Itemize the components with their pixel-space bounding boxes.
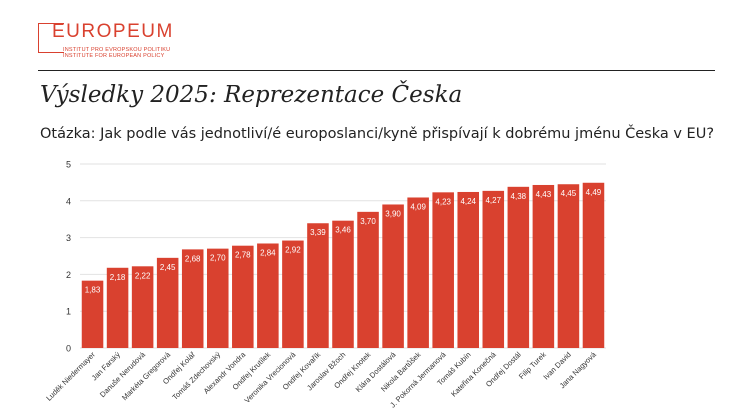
- data-label: 2,70: [210, 254, 226, 263]
- data-label: 4,24: [460, 197, 476, 206]
- data-label: 2,68: [185, 254, 201, 263]
- bar: [407, 197, 429, 348]
- y-tick-label: 5: [66, 160, 71, 170]
- data-label: 1,83: [85, 286, 101, 295]
- data-label: 3,39: [310, 228, 326, 237]
- bar: [181, 249, 204, 348]
- bar: [482, 190, 505, 348]
- survey-question: Otázka: Jak podle vás jednotliví/é europ…: [40, 126, 715, 142]
- y-tick-label: 4: [66, 196, 71, 206]
- data-label: 2,22: [135, 271, 151, 280]
- data-label: 4,43: [536, 190, 552, 199]
- bar: [156, 257, 179, 348]
- data-label: 4,27: [485, 196, 501, 205]
- bar: [232, 245, 254, 348]
- europeum-logo: EUROPEUM INSTITUT PRO EVROPSKOU POLITIKU…: [38, 21, 228, 61]
- logo-subtitle-en: INSTITUTE FOR EUROPEAN POLICY: [63, 53, 165, 59]
- bar: [557, 184, 580, 348]
- data-label: 2,84: [260, 248, 276, 257]
- header-divider: [38, 70, 715, 71]
- data-label: 3,70: [360, 217, 376, 226]
- y-tick-label: 3: [66, 233, 71, 243]
- data-label: 4,23: [435, 197, 451, 206]
- data-label: 4,38: [511, 192, 527, 201]
- bar: [432, 192, 454, 348]
- logo-bracket: [38, 23, 64, 53]
- data-label: 4,49: [586, 188, 602, 197]
- bar: [382, 204, 404, 348]
- data-label: 3,46: [335, 226, 351, 235]
- logo-subtitle-cz: INSTITUT PRO EVROPSKOU POLITIKU: [63, 47, 171, 53]
- y-tick-label: 1: [66, 307, 71, 317]
- bar: [507, 186, 530, 348]
- data-label: 4,09: [410, 202, 426, 211]
- bar: [81, 280, 104, 348]
- bar: [457, 191, 480, 348]
- bar: [332, 220, 354, 348]
- data-label: 3,90: [385, 209, 401, 218]
- logo-name: EUROPEUM: [52, 21, 174, 42]
- y-tick-label: 0: [66, 344, 71, 354]
- data-label: 2,78: [235, 251, 251, 260]
- data-label: 4,45: [561, 189, 577, 198]
- bar: [206, 248, 229, 348]
- y-tick-label: 2: [66, 270, 71, 280]
- page-title: Výsledky 2025: Reprezentace Česka: [40, 82, 463, 108]
- bar: [357, 211, 379, 348]
- data-label: 2,92: [285, 246, 301, 255]
- bar: [532, 184, 555, 348]
- bar: [257, 243, 279, 348]
- x-tick-label: Kateřina Konečná: [449, 349, 498, 398]
- bar: [106, 267, 129, 348]
- bar: [307, 223, 329, 348]
- bar: [131, 266, 154, 348]
- bar: [282, 240, 304, 348]
- bar: [582, 182, 605, 348]
- data-label: 2,18: [110, 273, 126, 282]
- data-label: 2,45: [160, 263, 176, 272]
